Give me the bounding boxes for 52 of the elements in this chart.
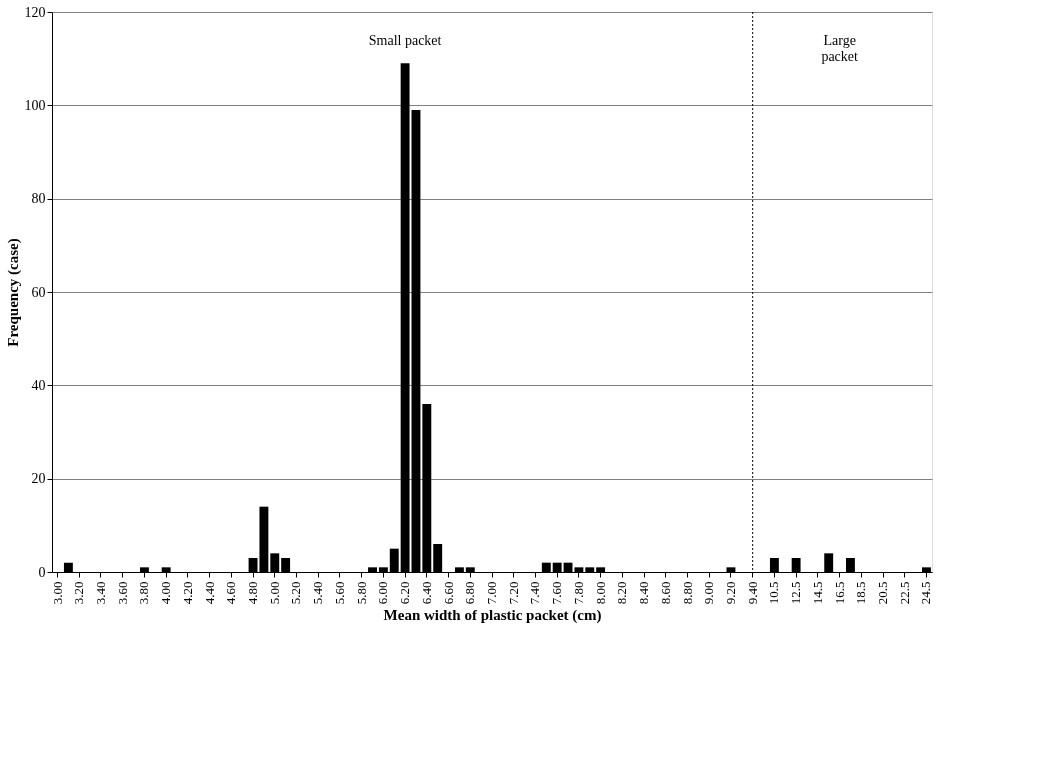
x-tick-label: 9.40 bbox=[744, 581, 760, 605]
y-tick-label: 0 bbox=[38, 564, 46, 580]
x-tick-label: 6.60 bbox=[440, 581, 456, 605]
x-tick-label: 9.20 bbox=[722, 581, 738, 605]
x-tick-label: 8.00 bbox=[592, 581, 608, 605]
x-tick-label: 4.80 bbox=[245, 581, 261, 605]
y-tick-label: 80 bbox=[31, 191, 46, 207]
x-tick-label: 4.20 bbox=[179, 581, 195, 605]
x-tick-label: 6.40 bbox=[418, 581, 434, 605]
y-tick-label: 60 bbox=[31, 284, 46, 300]
x-tick-label: 8.80 bbox=[679, 581, 695, 605]
x-tick-label: 8.20 bbox=[614, 581, 630, 605]
y-tick-label: 100 bbox=[24, 97, 46, 113]
y-tick-label: 120 bbox=[24, 4, 46, 20]
x-tick-label: 8.60 bbox=[657, 581, 673, 605]
x-tick-label: 6.00 bbox=[375, 581, 391, 605]
x-tick-label: 7.40 bbox=[527, 581, 543, 605]
x-tick-label: 3.40 bbox=[92, 581, 108, 605]
annotation: Small packet bbox=[368, 33, 442, 49]
x-tick-label: 7.20 bbox=[505, 581, 521, 605]
x-tick-label: 3.60 bbox=[114, 581, 130, 605]
x-tick-label: 3.80 bbox=[136, 581, 152, 605]
y-tick-label: 40 bbox=[31, 377, 46, 393]
x-tick-label: 22.5 bbox=[896, 581, 912, 605]
x-tick-label: 20.5 bbox=[875, 581, 891, 605]
x-tick-label: 16.5 bbox=[831, 581, 847, 605]
x-tick-label: 4.60 bbox=[223, 581, 239, 605]
x-tick-label: 14.5 bbox=[809, 581, 825, 605]
y-axis-title: Frequency (case) bbox=[4, 238, 22, 347]
x-tick-label: 5.40 bbox=[310, 581, 326, 605]
x-tick-label: 9.00 bbox=[701, 581, 717, 605]
x-tick-label: 5.00 bbox=[266, 581, 282, 605]
x-tick-label: 10.5 bbox=[766, 581, 782, 605]
x-axis-title: Mean width of plastic packet (cm) bbox=[383, 607, 602, 625]
x-tick-label: 4.40 bbox=[201, 581, 217, 605]
x-tick-label: 12.5 bbox=[788, 581, 804, 605]
x-tick-label: 6.20 bbox=[397, 581, 413, 605]
x-tick-label: 3.20 bbox=[71, 581, 87, 605]
x-tick-label: 24.5 bbox=[918, 581, 934, 605]
y-tick-label: 20 bbox=[31, 471, 46, 487]
x-tick-label: 6.80 bbox=[462, 581, 478, 605]
x-tick-label: 5.20 bbox=[288, 581, 304, 605]
x-tick-label: 7.80 bbox=[570, 581, 586, 605]
x-tick-label: 5.60 bbox=[331, 581, 347, 605]
annotation: Large packet bbox=[821, 33, 859, 65]
x-tick-label: 8.40 bbox=[636, 581, 652, 605]
x-tick-label: 7.60 bbox=[549, 581, 565, 605]
x-tick-label: 5.80 bbox=[353, 581, 369, 605]
x-tick-label: 18.5 bbox=[853, 581, 869, 605]
x-tick-label: 3.00 bbox=[49, 581, 65, 605]
x-tick-label: 7.00 bbox=[484, 581, 499, 605]
x-tick-label: 4.00 bbox=[158, 581, 174, 605]
